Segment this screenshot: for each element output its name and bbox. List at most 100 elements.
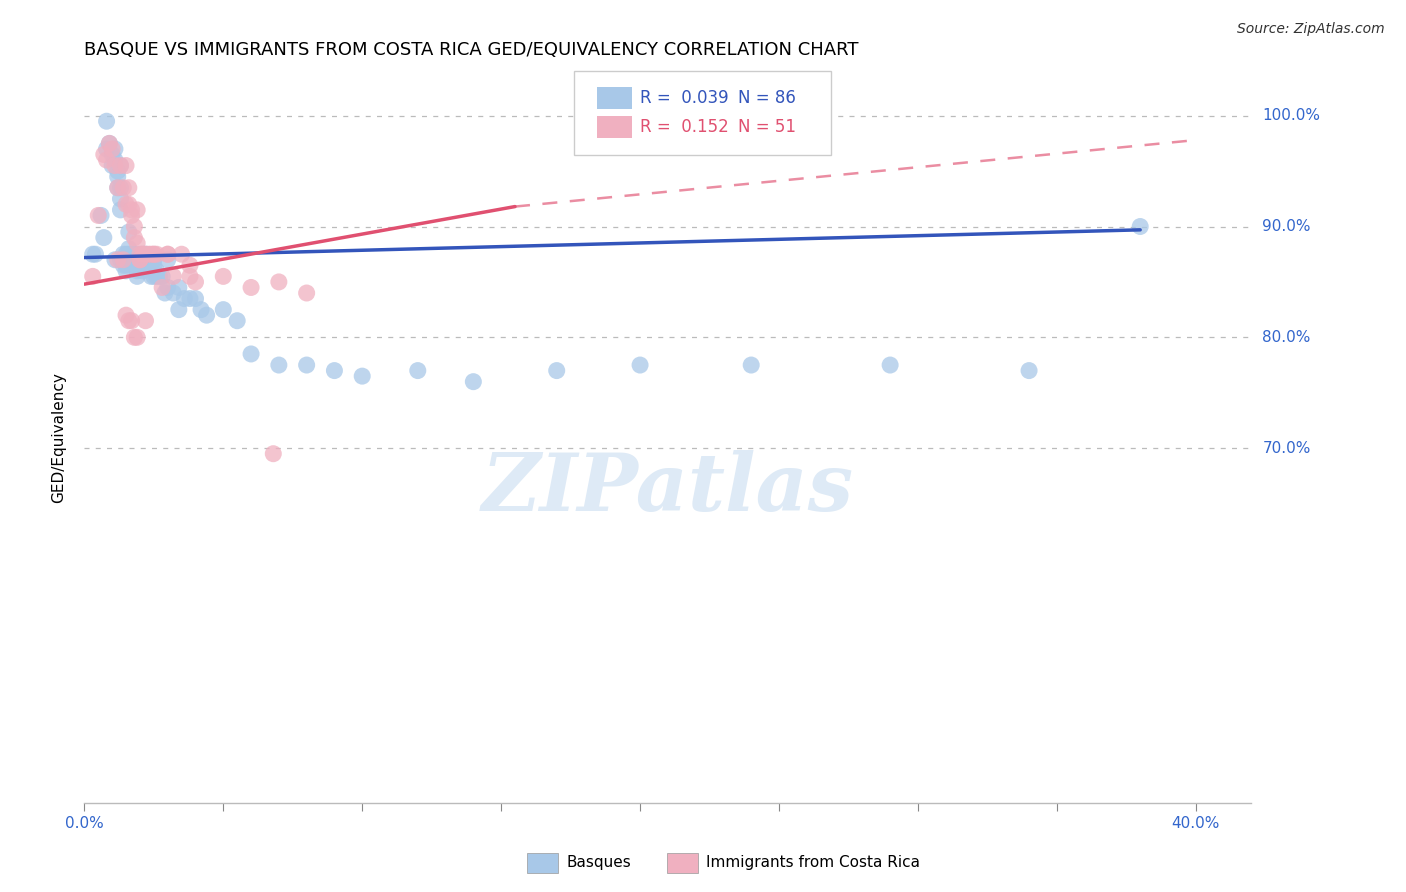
Point [184,292,207,306]
Text: R =  0.152: R = 0.152 [640,118,728,136]
Point [879,358,901,372]
Point [124,330,146,344]
Text: 40.0%: 40.0% [1171,816,1220,831]
Point [93,147,115,161]
Point [115,258,138,272]
Y-axis label: GED/Equivalency: GED/Equivalency [51,372,66,502]
Point [628,358,651,372]
Point [132,247,155,261]
Text: 100.0%: 100.0% [1263,108,1320,123]
Point [139,247,162,261]
Point [142,247,165,261]
Point [121,314,143,328]
Point [546,363,568,377]
Point [124,258,146,272]
Point [170,247,193,261]
Point [184,275,207,289]
Text: Source: ZipAtlas.com: Source: ZipAtlas.com [1237,22,1385,37]
Point [240,347,263,361]
Text: 80.0%: 80.0% [1263,330,1310,345]
Point [107,164,129,178]
Point [118,252,141,267]
Point [267,275,290,289]
Point [118,180,141,194]
Point [148,269,170,284]
Point [87,209,110,223]
FancyBboxPatch shape [666,854,699,873]
Point [240,280,263,294]
Point [96,142,118,156]
Point [136,252,159,267]
Point [101,147,124,161]
Point [107,180,129,194]
Point [101,159,124,173]
Point [212,269,235,284]
Point [142,269,165,284]
Point [121,252,143,267]
Point [1018,363,1040,377]
Point [1129,219,1152,234]
Point [134,314,156,328]
Point [134,258,156,272]
Point [129,252,152,267]
Point [96,114,118,128]
Point [132,258,155,272]
Point [93,230,115,244]
Point [118,225,141,239]
Point [145,269,167,284]
Point [115,159,138,173]
Point [124,219,146,234]
Point [156,280,179,294]
Text: BASQUE VS IMMIGRANTS FROM COSTA RICA GED/EQUIVALENCY CORRELATION CHART: BASQUE VS IMMIGRANTS FROM COSTA RICA GED… [84,41,859,59]
Point [121,202,143,217]
Point [98,136,121,151]
Point [118,197,141,211]
Point [262,447,284,461]
Point [104,153,127,167]
Point [124,252,146,267]
Point [96,153,118,167]
Point [156,247,179,261]
Text: 70.0%: 70.0% [1263,441,1310,456]
Point [110,202,132,217]
Text: N = 86: N = 86 [738,88,796,107]
Point [127,236,149,251]
Point [150,280,173,294]
Point [127,252,149,267]
Text: R =  0.039: R = 0.039 [640,88,728,107]
Point [156,247,179,261]
Point [145,264,167,278]
Point [134,247,156,261]
Point [127,264,149,278]
FancyBboxPatch shape [575,71,831,155]
Text: ZIPatlas: ZIPatlas [482,450,853,527]
Point [129,252,152,267]
Point [167,280,190,294]
Point [118,247,141,261]
Point [139,258,162,272]
Point [112,252,135,267]
Point [129,247,152,261]
Point [323,363,346,377]
Point [295,358,318,372]
Point [352,369,374,384]
Point [156,252,179,267]
Point [162,285,184,300]
Point [115,264,138,278]
Point [129,258,152,272]
Point [107,180,129,194]
Point [127,247,149,261]
Point [134,247,156,261]
Point [127,269,149,284]
Point [101,142,124,156]
Point [104,142,127,156]
Point [179,269,201,284]
Point [406,363,429,377]
Point [129,252,152,267]
Point [112,252,135,267]
Point [110,180,132,194]
Point [118,314,141,328]
Point [121,247,143,261]
Point [226,314,249,328]
Point [139,269,162,284]
